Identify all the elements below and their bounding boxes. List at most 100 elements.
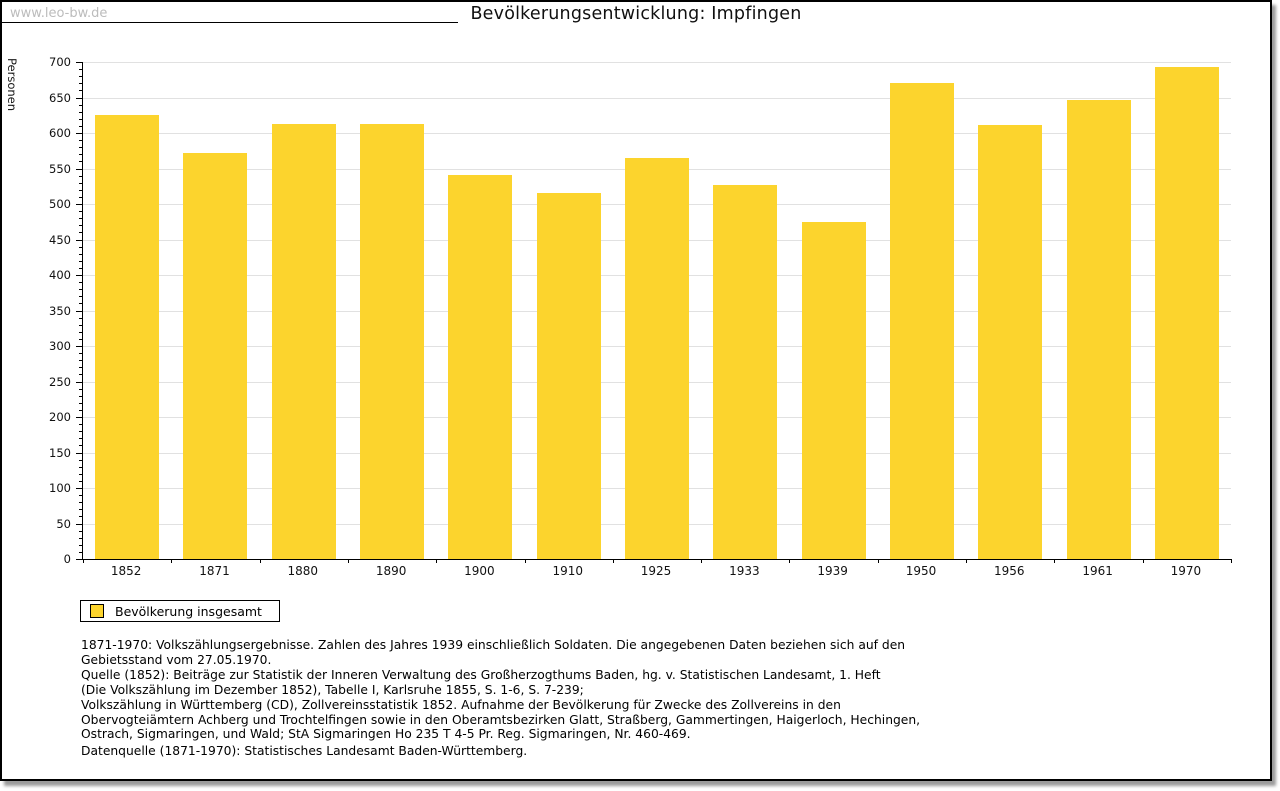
y-major-tick bbox=[76, 97, 82, 99]
y-minor-tick bbox=[79, 76, 82, 78]
y-major-tick bbox=[76, 275, 82, 276]
bar-1900 bbox=[448, 174, 513, 559]
y-minor-tick bbox=[79, 296, 82, 298]
y-minor-tick bbox=[79, 125, 82, 127]
x-boundary-tick bbox=[171, 559, 173, 563]
source-note-line: Obervogteiämtern Achberg und Trochtelfin… bbox=[81, 712, 921, 727]
y-minor-tick bbox=[79, 388, 82, 390]
y-major-tick bbox=[76, 310, 82, 312]
bar-1910 bbox=[536, 193, 601, 559]
y-minor-tick bbox=[79, 424, 82, 426]
y-major-tick bbox=[76, 346, 82, 347]
x-boundary-tick bbox=[1142, 559, 1144, 563]
bar-slot-1933 bbox=[701, 62, 789, 559]
source-notes: 1871-1970: Volkszählungsergebnisse. Zahl… bbox=[81, 638, 920, 742]
x-tick-label: 1970 bbox=[1170, 564, 1202, 578]
y-major-tick bbox=[76, 417, 82, 418]
y-major-tick bbox=[76, 488, 82, 489]
y-tick-label: 300 bbox=[49, 339, 71, 353]
x-tick-label: 1910 bbox=[552, 564, 583, 578]
bar-1890 bbox=[360, 123, 425, 559]
y-minor-tick bbox=[79, 111, 82, 113]
y-minor-tick bbox=[79, 260, 82, 262]
y-minor-tick bbox=[79, 509, 82, 511]
y-minor-tick bbox=[79, 544, 82, 546]
y-minor-tick bbox=[79, 324, 82, 326]
x-tick-label: 1890 bbox=[375, 564, 407, 578]
y-minor-tick bbox=[79, 175, 82, 177]
y-minor-tick bbox=[79, 431, 82, 433]
y-major-tick bbox=[76, 239, 82, 241]
y-minor-tick bbox=[79, 516, 82, 518]
y-minor-tick bbox=[79, 495, 82, 497]
bar-slot-1939 bbox=[790, 62, 878, 559]
y-tick-label: 150 bbox=[49, 445, 71, 460]
x-tick-label: 1933 bbox=[729, 564, 760, 578]
y-minor-tick bbox=[79, 367, 82, 369]
y-minor-tick bbox=[79, 182, 82, 184]
y-tick-label: 700 bbox=[49, 55, 71, 69]
y-minor-tick bbox=[79, 69, 82, 71]
x-tick-label: 1852 bbox=[110, 564, 142, 578]
x-boundary-tick bbox=[524, 559, 526, 563]
y-minor-tick bbox=[79, 331, 82, 333]
y-minor-tick bbox=[79, 530, 82, 532]
y-major-tick bbox=[76, 204, 82, 205]
bar-series bbox=[83, 62, 1231, 559]
y-minor-tick bbox=[79, 459, 82, 461]
y-minor-tick bbox=[79, 551, 82, 553]
x-boundary-tick bbox=[612, 559, 614, 563]
y-major-tick bbox=[76, 62, 82, 63]
y-minor-tick bbox=[79, 90, 82, 92]
source-note-line: Volkszählung in Württemberg (CD), Zollve… bbox=[81, 697, 841, 712]
bar-1970 bbox=[1154, 66, 1219, 559]
bar-1933 bbox=[713, 184, 778, 559]
y-minor-tick bbox=[79, 502, 82, 504]
bar-1961 bbox=[1066, 99, 1131, 559]
y-tick-label: 100 bbox=[49, 481, 71, 495]
y-minor-tick bbox=[79, 218, 82, 220]
y-major-tick bbox=[76, 168, 82, 170]
x-boundary-tick bbox=[966, 559, 968, 563]
bar-slot-1925 bbox=[613, 62, 701, 559]
y-minor-tick bbox=[79, 282, 82, 284]
gridline bbox=[83, 133, 1231, 134]
y-major-tick bbox=[76, 559, 82, 560]
y-axis-title: Personen bbox=[5, 58, 19, 112]
x-boundary-tick bbox=[701, 559, 703, 563]
y-minor-tick bbox=[79, 104, 82, 106]
y-tick-label: 400 bbox=[49, 268, 71, 282]
bar-1871 bbox=[183, 152, 248, 559]
legend-label: Bevölkerung insgesamt bbox=[115, 603, 262, 619]
y-tick-label: 350 bbox=[49, 303, 71, 318]
bar-1950 bbox=[889, 83, 954, 559]
y-minor-tick bbox=[79, 147, 82, 149]
y-minor-tick bbox=[79, 353, 82, 355]
y-axis: 0 50 100 150 200 250 300 350 400 450 500 550 600 650 7… bbox=[40, 55, 82, 566]
y-tick-label: 500 bbox=[49, 197, 71, 211]
y-minor-tick bbox=[79, 289, 82, 291]
x-tick-label: 1925 bbox=[640, 564, 672, 578]
y-tick-label: 250 bbox=[49, 374, 71, 389]
bar-1852 bbox=[95, 115, 160, 559]
bar-slot-1871 bbox=[171, 62, 259, 559]
x-tick-label: 1871 bbox=[199, 564, 230, 578]
bar-1939 bbox=[801, 222, 866, 559]
y-minor-tick bbox=[79, 395, 82, 397]
y-minor-tick bbox=[79, 303, 82, 305]
bar-slot-1970 bbox=[1143, 62, 1231, 559]
bar-slot-1900 bbox=[436, 62, 524, 559]
y-minor-tick bbox=[79, 246, 82, 248]
y-major-tick bbox=[76, 523, 82, 525]
bar-1880 bbox=[271, 124, 336, 559]
datasource-note: Datenquelle (1871-1970): Statistisches L… bbox=[81, 744, 528, 758]
plot-area bbox=[82, 62, 1232, 563]
y-major-tick bbox=[76, 452, 82, 454]
y-minor-tick bbox=[79, 360, 82, 362]
y-minor-tick bbox=[79, 196, 82, 198]
y-tick-label: 550 bbox=[49, 161, 71, 176]
legend-box: Bevölkerung insgesamt bbox=[80, 600, 280, 622]
y-minor-tick bbox=[79, 211, 82, 213]
y-minor-tick bbox=[79, 537, 82, 539]
